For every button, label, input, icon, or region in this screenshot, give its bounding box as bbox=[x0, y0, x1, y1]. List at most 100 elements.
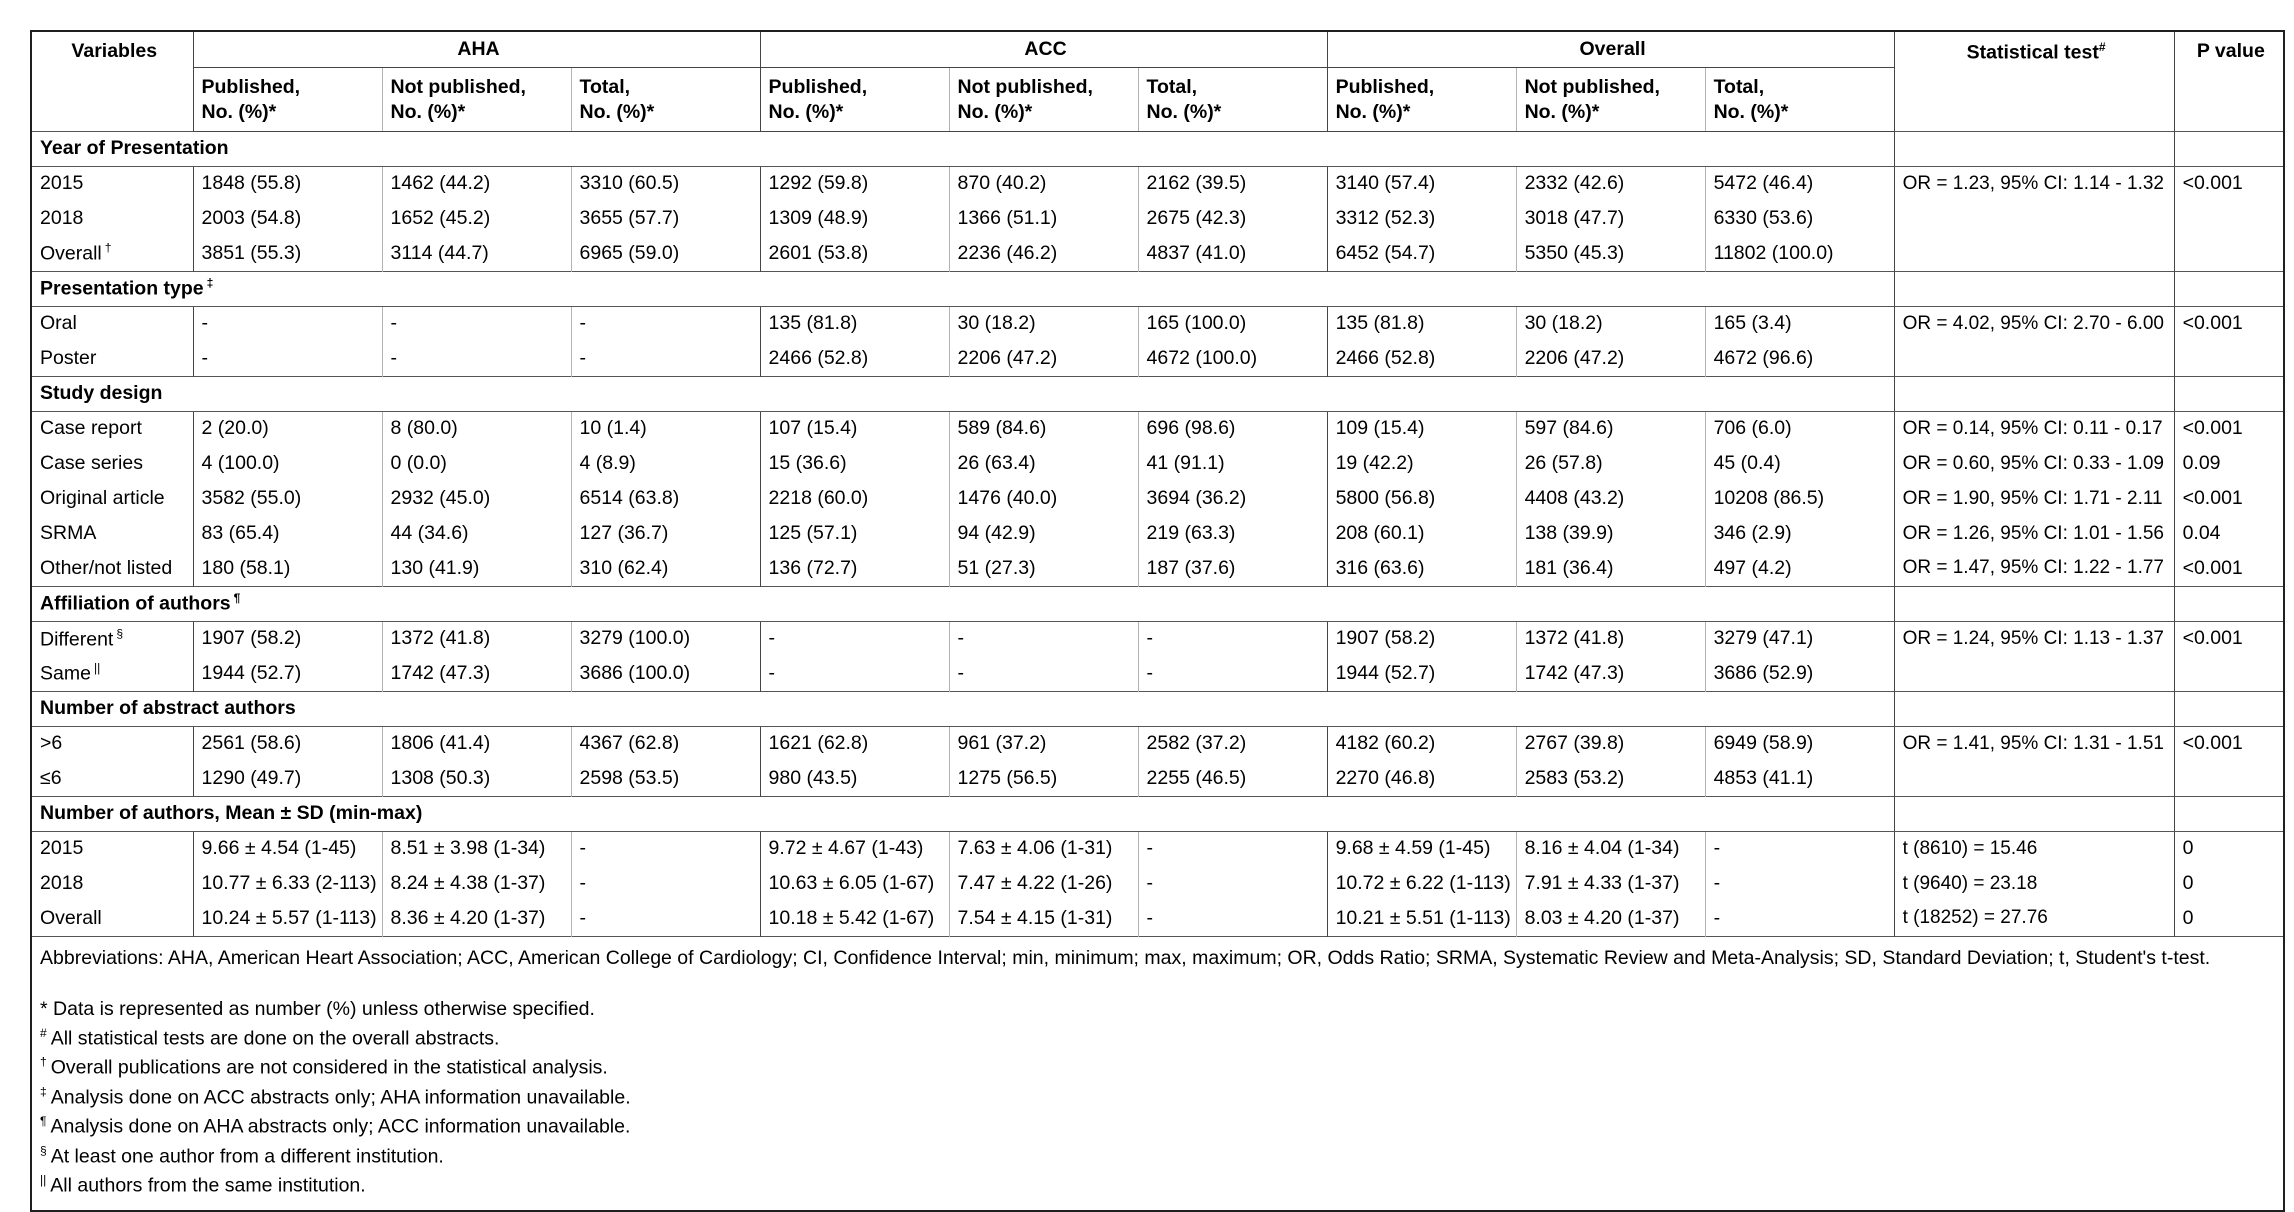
cell-acc-not-published: 7.63 ± 4.06 (1-31) bbox=[948, 831, 1139, 866]
cell-aha-not-published: 44 (34.6) bbox=[381, 516, 571, 551]
cell-acc-published: 1309 (48.9) bbox=[759, 201, 950, 236]
column-header-aha-not-published: Not published, No. (%)* bbox=[381, 67, 571, 132]
footnote: † Overall publications are not considered… bbox=[40, 1055, 608, 1079]
cell-acc-total: 187 (37.6) bbox=[1137, 551, 1328, 586]
cell-acc-not-published: - bbox=[948, 621, 1139, 656]
footnote: # All statistical tests are done on the o… bbox=[40, 1025, 500, 1050]
section-title: Study design bbox=[31, 375, 1895, 412]
cell-overall-published: 2466 (52.8) bbox=[1326, 341, 1517, 376]
footnote: § At least one author from a different in… bbox=[40, 1143, 444, 1168]
cell-overall-not-published: 181 (36.4) bbox=[1515, 551, 1706, 586]
cell-aha-not-published: 8.24 ± 4.38 (1-37) bbox=[381, 866, 571, 901]
cell-overall-published: 135 (81.8) bbox=[1326, 306, 1517, 341]
cell-statistical-test: OR = 1.47, 95% CI: 1.22 - 1.77 bbox=[1893, 551, 2175, 586]
statistical-test-sup: # bbox=[2098, 40, 2106, 54]
column-header-overall-published: Published, No. (%)* bbox=[1326, 67, 1517, 132]
cell-overall-not-published: 8.16 ± 4.04 (1-34) bbox=[1515, 831, 1706, 866]
cell-aha-total: 4 (8.9) bbox=[570, 446, 761, 481]
cell-statistical-test: OR = 4.02, 95% CI: 2.70 - 6.00 bbox=[1893, 306, 2175, 341]
section-row: Affiliation of authors ¶ bbox=[31, 585, 2285, 622]
cell-acc-not-published: 30 (18.2) bbox=[948, 306, 1139, 341]
row-label: SRMA bbox=[40, 522, 97, 544]
footnote: * Data is represented as number (%) unle… bbox=[40, 997, 595, 1020]
cell-overall-published: 10.21 ± 5.51 (1-113) bbox=[1326, 901, 1517, 936]
cell-statistical-test bbox=[1893, 201, 2175, 236]
cell-acc-not-published: 26 (63.4) bbox=[948, 446, 1139, 481]
row-label: 2015 bbox=[40, 837, 84, 860]
cell-acc-published: - bbox=[759, 621, 950, 656]
cell-statistical-test: OR = 1.24, 95% CI: 1.13 - 1.37 bbox=[1893, 621, 2175, 656]
cell-acc-published: - bbox=[759, 656, 950, 691]
cell-aha-not-published: 130 (41.9) bbox=[381, 551, 571, 586]
cell-aha-published: - bbox=[192, 341, 382, 376]
row-label: 2015 bbox=[40, 172, 84, 195]
cell-p-value: <0.001 bbox=[2173, 551, 2285, 586]
row-label: Overall † bbox=[40, 241, 112, 265]
cell-p-value: 0.09 bbox=[2173, 446, 2285, 481]
table-row: Oral - - -135 (81.8) 30 (18.2) 165 (100.0) 135… bbox=[31, 306, 2285, 341]
cell-p-value: 0.04 bbox=[2173, 516, 2285, 551]
abbreviations-note: Abbreviations: AHA, American Heart Assoc… bbox=[40, 946, 2211, 969]
row-label: 2018 bbox=[40, 872, 84, 894]
cell-overall-published: 6452 (54.7) bbox=[1326, 236, 1517, 271]
cell-overall-total: - bbox=[1704, 866, 1895, 901]
table-row: Different § 1907 (58.2) 1372 (41.8) 3279 (10… bbox=[31, 621, 2285, 656]
cell-p-value: <0.001 bbox=[2173, 726, 2285, 761]
cell-overall-published: 1907 (58.2) bbox=[1326, 621, 1517, 656]
cell-acc-total: 4672 (100.0) bbox=[1137, 341, 1328, 376]
row-label: Original article bbox=[40, 487, 165, 509]
column-header-overall-total: Total, No. (%)* bbox=[1704, 67, 1895, 132]
cell-overall-not-published: 4408 (43.2) bbox=[1515, 481, 1706, 516]
cell-acc-total: - bbox=[1137, 621, 1328, 656]
cell-p-value bbox=[2173, 130, 2285, 167]
cell-statistical-test bbox=[1893, 761, 2175, 796]
cell-statistical-test bbox=[1893, 341, 2175, 376]
table-row: Original article 3582 (55.0) 2932 (45.0) 65… bbox=[31, 481, 2285, 516]
section-row: Year of Presentation bbox=[31, 130, 2285, 167]
cell-overall-total: 3686 (52.9) bbox=[1704, 656, 1895, 691]
cell-acc-not-published: 870 (40.2) bbox=[948, 166, 1139, 201]
table-row: Overall 10.24 ± 5.57 (1-113) 8.36 ± 4.20 (… bbox=[31, 901, 2285, 936]
cell-acc-not-published: 1366 (51.1) bbox=[948, 201, 1139, 236]
cell-aha-total: 3655 (57.7) bbox=[570, 201, 761, 236]
row-label: ≤6 bbox=[40, 766, 62, 789]
cell-p-value bbox=[2173, 656, 2285, 691]
cell-acc-not-published: 1275 (56.5) bbox=[948, 761, 1139, 796]
row-label: 2018 bbox=[40, 207, 84, 229]
cell-p-value: <0.001 bbox=[2173, 166, 2285, 201]
cell-p-value: <0.001 bbox=[2173, 306, 2285, 341]
cell-aha-not-published: 1806 (41.4) bbox=[381, 726, 571, 761]
cell-aha-published: 2 (20.0) bbox=[192, 411, 382, 446]
cell-overall-published: 9.68 ± 4.59 (1-45) bbox=[1326, 831, 1517, 866]
cell-overall-not-published: 5350 (45.3) bbox=[1515, 236, 1706, 271]
cell-overall-not-published: 2767 (39.8) bbox=[1515, 726, 1706, 761]
cell-aha-published: 180 (58.1) bbox=[192, 551, 382, 586]
cell-overall-not-published: 2583 (53.2) bbox=[1515, 761, 1706, 796]
cell-aha-not-published: 8.36 ± 4.20 (1-37) bbox=[381, 901, 571, 936]
cell-aha-not-published: 1742 (47.3) bbox=[381, 656, 571, 691]
column-group-acc: ACC bbox=[759, 31, 1328, 68]
cell-p-value bbox=[2173, 270, 2285, 307]
footnotes-row: Abbreviations: AHA, American Heart Assoc… bbox=[31, 935, 2285, 1211]
section-title: Affiliation of authors ¶ bbox=[31, 585, 1895, 622]
cell-acc-total: 2582 (37.2) bbox=[1137, 726, 1328, 761]
cell-overall-total: 346 (2.9) bbox=[1704, 516, 1895, 551]
cell-aha-published: 2561 (58.6) bbox=[192, 726, 382, 761]
cell-statistical-test: t (18252) = 27.76 bbox=[1893, 901, 2175, 936]
cell-acc-not-published: 961 (37.2) bbox=[948, 726, 1139, 761]
cell-p-value: <0.001 bbox=[2173, 481, 2285, 516]
cell-statistical-test: OR = 1.41, 95% CI: 1.31 - 1.51 bbox=[1893, 726, 2175, 761]
cell-aha-published: 1290 (49.7) bbox=[192, 761, 382, 796]
cell-acc-published: 136 (72.7) bbox=[759, 551, 950, 586]
cell-overall-total: 497 (4.2) bbox=[1704, 551, 1895, 586]
cell-aha-total: 127 (36.7) bbox=[570, 516, 761, 551]
row-label: Poster bbox=[40, 346, 97, 369]
cell-acc-total: 4837 (41.0) bbox=[1137, 236, 1328, 271]
cell-aha-published: 1848 (55.8) bbox=[192, 166, 382, 201]
cell-aha-total: 3279 (100.0) bbox=[570, 621, 761, 656]
cell-overall-published: 1944 (52.7) bbox=[1326, 656, 1517, 691]
section-row: Number of authors, Mean ± SD (min-max) bbox=[31, 795, 2285, 832]
cell-overall-not-published: 2206 (47.2) bbox=[1515, 341, 1706, 376]
row-label: >6 bbox=[40, 732, 63, 755]
cell-p-value bbox=[2173, 375, 2285, 412]
